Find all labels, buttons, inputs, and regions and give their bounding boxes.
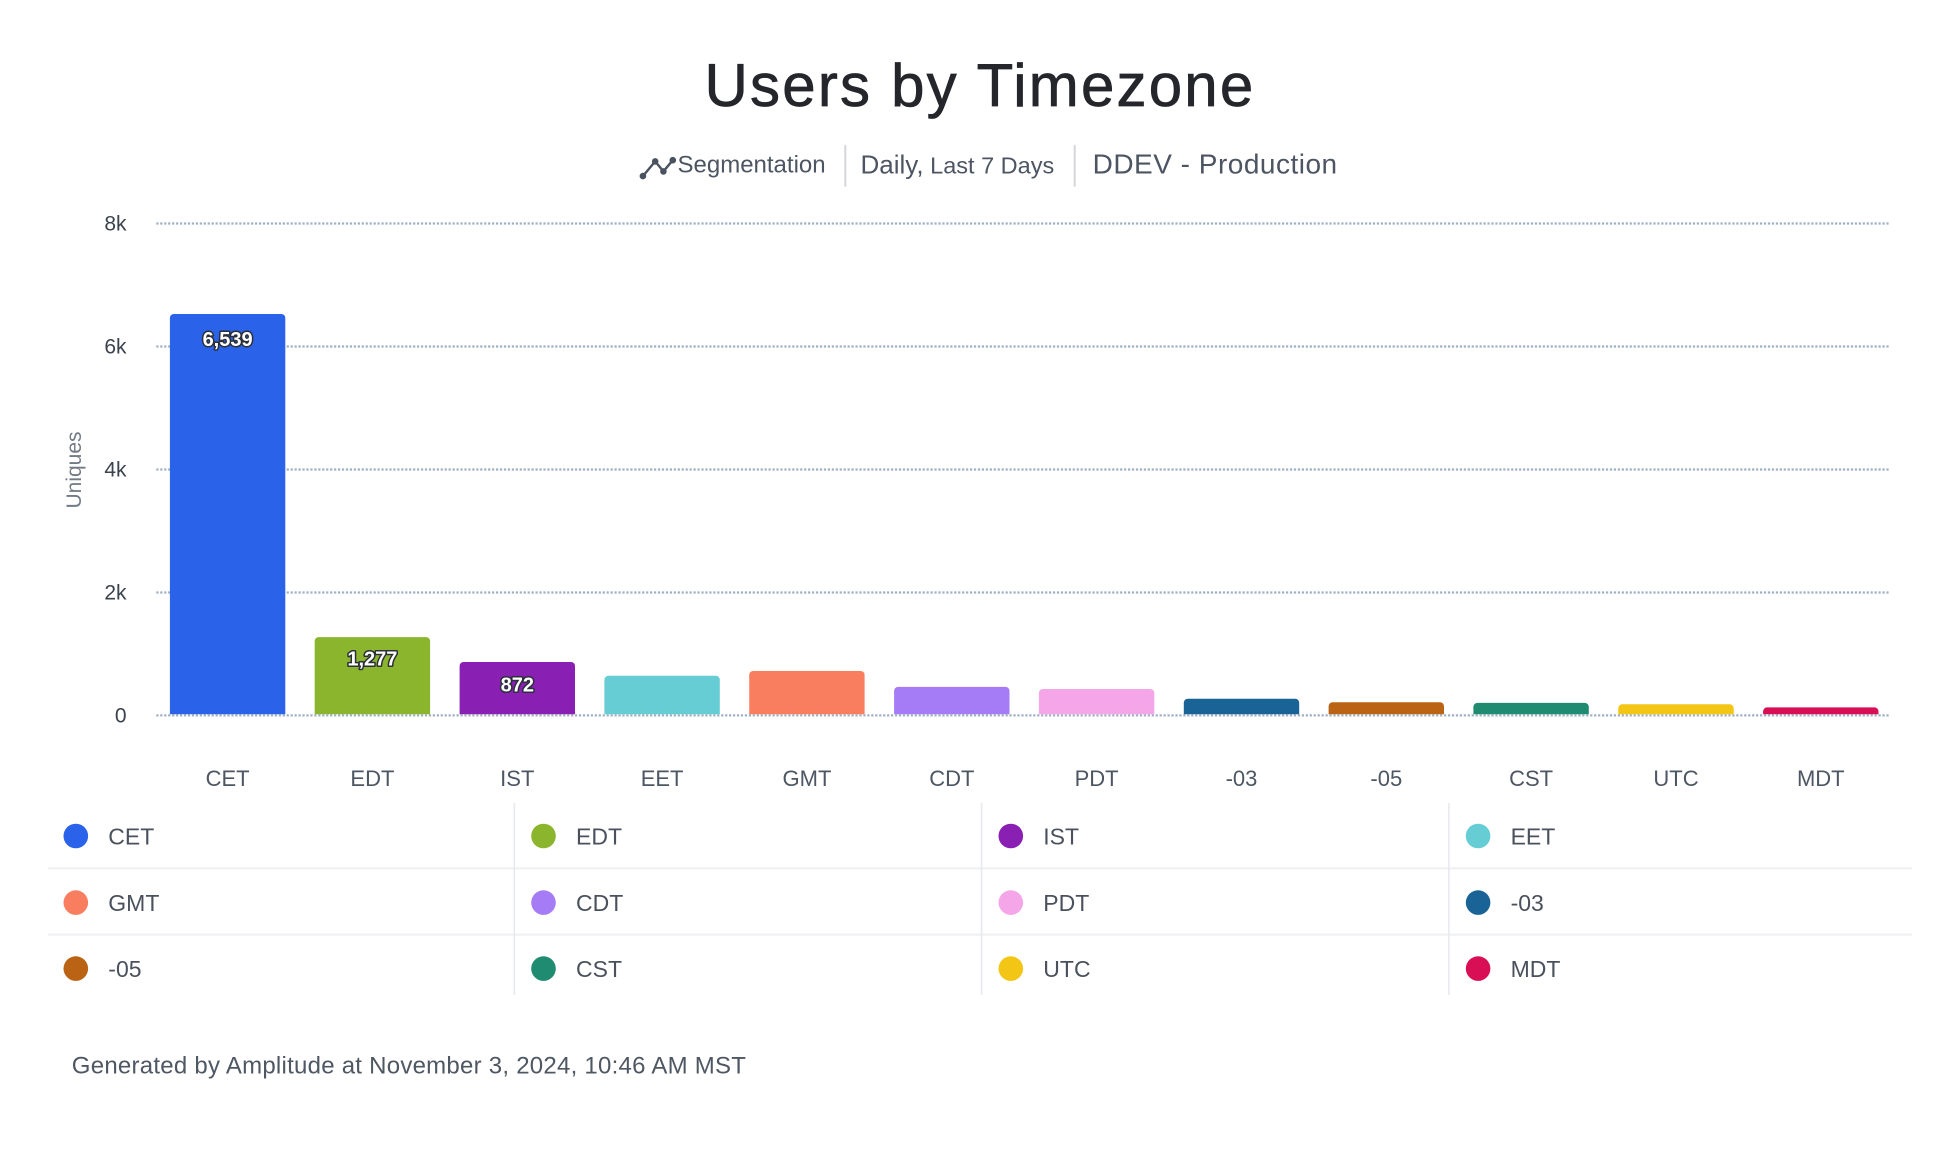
svg-text:8k: 8k	[104, 213, 127, 236]
svg-text:IST: IST	[1043, 823, 1079, 849]
svg-text:6k: 6k	[104, 336, 127, 359]
svg-text:CDT: CDT	[929, 766, 974, 791]
svg-text:CST: CST	[576, 956, 622, 982]
svg-text:IST: IST	[500, 766, 534, 791]
svg-text:UTC: UTC	[1653, 766, 1698, 791]
svg-text:PDT: PDT	[1075, 766, 1119, 791]
svg-text:CDT: CDT	[576, 890, 623, 916]
svg-text:EDT: EDT	[576, 823, 622, 849]
svg-text:1,277: 1,277	[347, 648, 397, 670]
svg-text:EET: EET	[641, 766, 684, 791]
svg-text:DDEV - Production: DDEV - Production	[1093, 148, 1338, 179]
svg-text:Segmentation: Segmentation	[678, 152, 826, 179]
svg-text:Generated by Amplitude at Nove: Generated by Amplitude at November 3, 20…	[72, 1052, 746, 1079]
svg-text:MDT: MDT	[1797, 766, 1845, 791]
svg-text:872: 872	[501, 675, 534, 697]
svg-text:-05: -05	[1370, 766, 1402, 791]
svg-text:CET: CET	[206, 766, 250, 791]
svg-text:Daily, Last 7 Days: Daily, Last 7 Days	[861, 149, 1055, 179]
svg-text:CET: CET	[108, 823, 154, 849]
svg-text:4k: 4k	[104, 459, 127, 482]
svg-text:EET: EET	[1511, 823, 1556, 849]
svg-text:Users by Timezone: Users by Timezone	[705, 52, 1256, 119]
svg-text:MDT: MDT	[1511, 956, 1561, 982]
svg-text:2k: 2k	[104, 582, 127, 605]
svg-text:0: 0	[115, 705, 127, 728]
svg-text:UTC: UTC	[1043, 956, 1090, 982]
svg-text:GMT: GMT	[783, 766, 832, 791]
svg-text:EDT: EDT	[350, 766, 394, 791]
svg-text:-05: -05	[108, 956, 141, 982]
svg-text:Uniques: Uniques	[63, 431, 86, 508]
svg-text:6,539: 6,539	[203, 329, 253, 351]
svg-text:GMT: GMT	[108, 890, 159, 916]
svg-text:PDT: PDT	[1043, 890, 1089, 916]
svg-text:-03: -03	[1226, 766, 1258, 791]
svg-text:-03: -03	[1511, 890, 1544, 916]
svg-text:CST: CST	[1509, 766, 1553, 791]
